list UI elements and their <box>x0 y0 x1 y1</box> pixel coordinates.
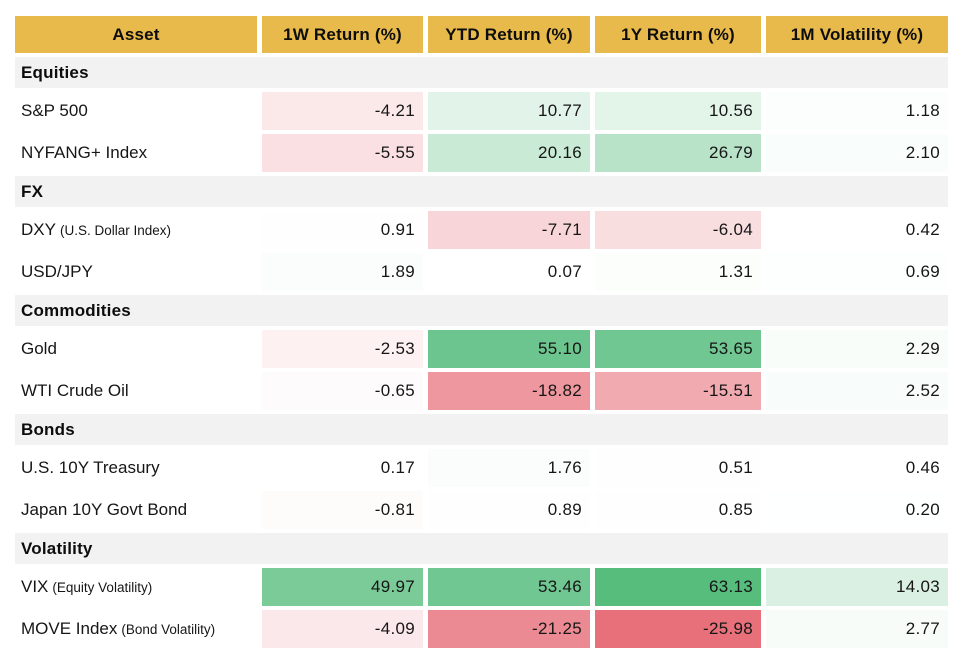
asset-name: NYFANG+ Index <box>21 143 148 162</box>
value-cell: 0.17 <box>262 449 423 487</box>
value-cell: 1.18 <box>766 92 948 130</box>
asset-cell: Japan 10Y Govt Bond <box>15 491 257 529</box>
asset-label-group: S&P 500 <box>21 101 88 121</box>
value-cell: 1.31 <box>595 253 761 291</box>
asset-label-group: U.S. 10Y Treasury <box>21 458 160 478</box>
value-cell: 0.85 <box>595 491 761 529</box>
column-header-1: 1W Return (%) <box>262 16 423 53</box>
column-header-2: YTD Return (%) <box>428 16 590 53</box>
value-cell: 2.29 <box>766 330 948 368</box>
section-row-label: FX <box>15 176 948 207</box>
value-cell: 0.42 <box>766 211 948 249</box>
asset-label-group: DXY (U.S. Dollar Index) <box>21 220 171 240</box>
value-cell: 63.13 <box>595 568 761 606</box>
asset-cell: DXY (U.S. Dollar Index) <box>15 211 257 249</box>
value-cell: 14.03 <box>766 568 948 606</box>
value-cell: -25.98 <box>595 610 761 648</box>
asset-note: (Bond Volatility) <box>121 622 216 637</box>
asset-label-group: USD/JPY <box>21 262 93 282</box>
asset-label-group: WTI Crude Oil <box>21 381 129 401</box>
asset-cell: WTI Crude Oil <box>15 372 257 410</box>
asset-label-group: NYFANG+ Index <box>21 143 147 163</box>
asset-note: (U.S. Dollar Index) <box>59 223 172 238</box>
asset-name: U.S. 10Y Treasury <box>21 458 160 477</box>
value-cell: -2.53 <box>262 330 423 368</box>
value-cell: -4.21 <box>262 92 423 130</box>
value-cell: -7.71 <box>428 211 590 249</box>
asset-cell: NYFANG+ Index <box>15 134 257 172</box>
value-cell: 0.07 <box>428 253 590 291</box>
asset-name: Gold <box>21 339 57 358</box>
asset-name: WTI Crude Oil <box>21 381 129 400</box>
asset-name: DXY <box>21 220 56 239</box>
asset-name: Japan 10Y Govt Bond <box>21 500 188 519</box>
value-cell: -0.65 <box>262 372 423 410</box>
value-cell: 10.56 <box>595 92 761 130</box>
value-cell: -21.25 <box>428 610 590 648</box>
column-header-3: 1Y Return (%) <box>595 16 761 53</box>
asset-performance-table: Asset 1W Return (%) YTD Return (%) 1Y Retur… <box>15 16 948 648</box>
value-cell: 26.79 <box>595 134 761 172</box>
asset-label-group: Japan 10Y Govt Bond <box>21 500 187 520</box>
asset-name: MOVE Index <box>21 619 118 638</box>
value-cell: -18.82 <box>428 372 590 410</box>
asset-label-group: Gold <box>21 339 57 359</box>
value-cell: 0.91 <box>262 211 423 249</box>
asset-name: VIX <box>21 577 49 596</box>
value-cell: 2.10 <box>766 134 948 172</box>
value-cell: 55.10 <box>428 330 590 368</box>
value-cell: 1.89 <box>262 253 423 291</box>
value-cell: -6.04 <box>595 211 761 249</box>
value-cell: -5.55 <box>262 134 423 172</box>
value-cell: 1.76 <box>428 449 590 487</box>
value-cell: -0.81 <box>262 491 423 529</box>
asset-cell: U.S. 10Y Treasury <box>15 449 257 487</box>
section-row-label: Equities <box>15 57 948 88</box>
section-row-label: Volatility <box>15 533 948 564</box>
asset-name: S&P 500 <box>21 101 88 120</box>
asset-note: (Equity Volatility) <box>52 580 153 595</box>
value-cell: 2.77 <box>766 610 948 648</box>
value-cell: 0.20 <box>766 491 948 529</box>
value-cell: 0.69 <box>766 253 948 291</box>
asset-cell: S&P 500 <box>15 92 257 130</box>
value-cell: 0.51 <box>595 449 761 487</box>
value-cell: 49.97 <box>262 568 423 606</box>
value-cell: 20.16 <box>428 134 590 172</box>
value-cell: 2.52 <box>766 372 948 410</box>
asset-cell: MOVE Index (Bond Volatility) <box>15 610 257 648</box>
value-cell: 0.46 <box>766 449 948 487</box>
value-cell: 53.46 <box>428 568 590 606</box>
asset-label-group: MOVE Index (Bond Volatility) <box>21 619 215 639</box>
asset-name: USD/JPY <box>21 262 93 281</box>
asset-cell: VIX (Equity Volatility) <box>15 568 257 606</box>
value-cell: 10.77 <box>428 92 590 130</box>
asset-cell: USD/JPY <box>15 253 257 291</box>
value-cell: 53.65 <box>595 330 761 368</box>
column-header-0: Asset <box>15 16 257 53</box>
section-row-label: Bonds <box>15 414 948 445</box>
value-cell: -4.09 <box>262 610 423 648</box>
section-row-label: Commodities <box>15 295 948 326</box>
column-header-4: 1M Volatility (%) <box>766 16 948 53</box>
asset-label-group: VIX (Equity Volatility) <box>21 577 152 597</box>
value-cell: -15.51 <box>595 372 761 410</box>
value-cell: 0.89 <box>428 491 590 529</box>
asset-cell: Gold <box>15 330 257 368</box>
